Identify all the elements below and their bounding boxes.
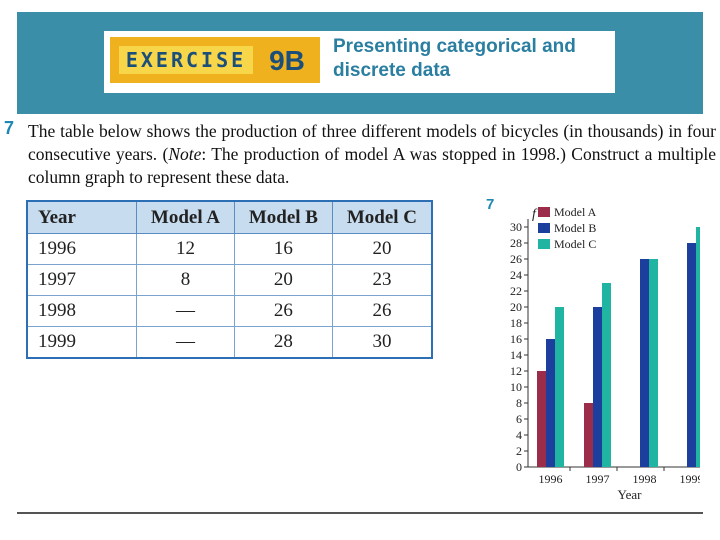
y-tick-label: 20 [510,300,522,314]
y-tick-label: 2 [516,444,522,458]
y-tick-label: 26 [510,252,522,266]
bar-model-c [649,259,658,467]
bar-model-c [555,307,564,467]
production-table: Year Model A Model B Model C 1996 12 16 … [26,200,433,359]
exercise-title: Presenting categorical and discrete data [333,35,618,83]
table-header-year: Year [26,200,137,234]
table-cell: 1999 [26,326,137,359]
table-cell: 16 [233,233,333,265]
y-tick-label: 30 [510,220,522,234]
question-text: The table below shows the production of … [28,120,716,189]
question-text-part2: : The production of model A was stopped … [28,144,717,187]
bar-model-b [640,259,649,467]
table-header-model-b: Model B [233,200,333,234]
bar-model-c [602,283,611,467]
table-cell: 26 [331,295,433,327]
y-tick-label: 18 [510,316,522,330]
legend-swatch [538,239,550,249]
x-tick-label: 1997 [586,472,610,486]
table-row: 1997 8 20 23 [26,264,433,296]
y-tick-label: 6 [516,412,522,426]
y-tick-label: 12 [510,364,522,378]
x-tick-label: 1998 [633,472,657,486]
x-axis-label: Year [618,487,643,502]
table-cell: 23 [331,264,433,296]
y-tick-label: 14 [510,348,522,362]
table-cell: 30 [331,326,433,359]
table-cell: 1996 [26,233,137,265]
table-cell: 1997 [26,264,137,296]
bar-model-a [584,403,593,467]
bar-model-a [537,371,546,467]
bar-model-b [687,243,696,467]
question-number: 7 [4,118,15,138]
exercise-word: EXERCISE [119,46,253,74]
exercise-number: 9B [269,45,305,76]
table-cell: 8 [136,264,235,296]
table-cell: 26 [233,295,333,327]
exercise-badge: EXERCISE 9B [110,37,320,83]
bar-model-c [696,227,700,467]
y-tick-label: 4 [516,428,522,442]
x-tick-label: 1999 [680,472,701,486]
table-cell: — [136,295,235,327]
legend-label: Model A [554,205,597,219]
table-cell: 20 [233,264,333,296]
y-tick-label: 0 [516,460,522,474]
y-tick-label: 10 [510,380,522,394]
y-tick-label: 16 [510,332,522,346]
table-cell: 20 [331,233,433,265]
bar-model-b [593,307,602,467]
table-row: 1996 12 16 20 [26,233,433,265]
exercise-title-line2: discrete data [333,60,451,81]
y-tick-label: 28 [510,236,522,250]
bar-model-b [546,339,555,467]
answer-number: 7 [486,196,495,213]
y-tick-label: 24 [510,268,522,282]
question-text-part1: The table below shows the production of … [28,121,716,164]
y-tick-label: 8 [516,396,522,410]
table-cell: 12 [136,233,235,265]
table-header-model-c: Model C [331,200,433,234]
x-tick-label: 1996 [539,472,563,486]
table-cell: — [136,326,235,359]
exercise-title-line1: Presenting categorical and [333,36,576,57]
table-header-model-a: Model A [136,200,235,234]
legend-swatch [538,223,550,233]
table-row: 1998 — 26 26 [26,295,433,327]
legend-label: Model C [554,237,596,251]
exercise-header: EXERCISE 9B Presenting categorical and d… [104,31,615,93]
y-tick-label: 22 [510,284,522,298]
table-row: 1999 — 28 30 [26,326,433,359]
y-axis-label: f [532,207,538,222]
table-cell: 1998 [26,295,137,327]
bottom-divider [17,512,703,514]
table-cell: 28 [233,326,333,359]
table-header-row: Year Model A Model B Model C [26,200,433,234]
question-note-label: Note [168,144,202,164]
legend-label: Model B [554,221,596,235]
legend-swatch [538,207,550,217]
